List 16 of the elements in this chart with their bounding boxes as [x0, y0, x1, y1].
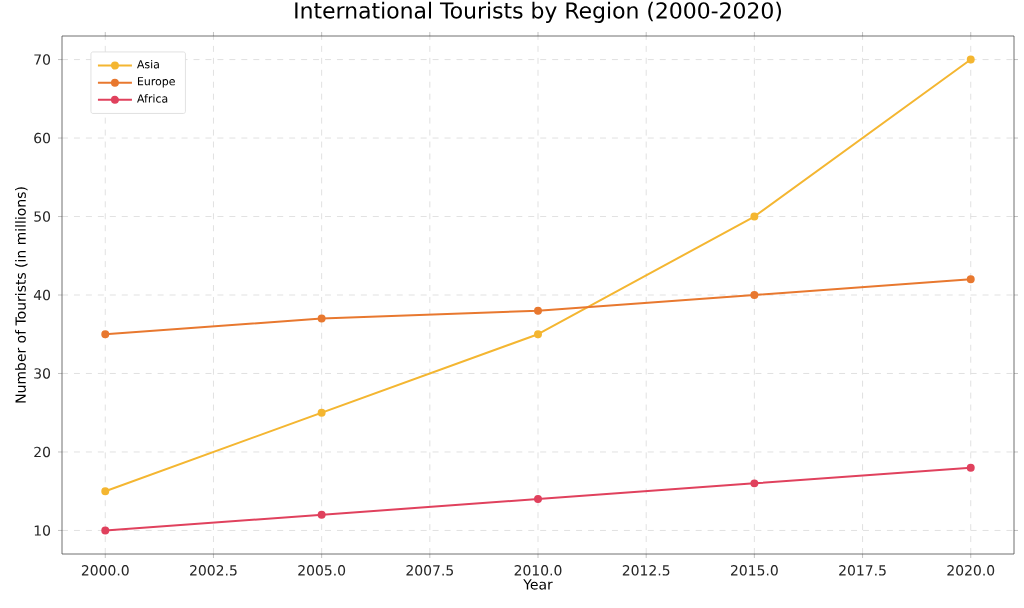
- point: [317, 314, 326, 323]
- point: [534, 306, 542, 315]
- point: [966, 55, 975, 64]
- chart-title: International Tourists by Region (2000-2020): [295, 1, 781, 23]
- point: [317, 408, 326, 417]
- point: [101, 330, 110, 339]
- point: [750, 212, 759, 221]
- point: [750, 479, 759, 488]
- point: [317, 510, 326, 519]
- point: [101, 487, 110, 496]
- point: [966, 463, 975, 472]
- point: [101, 526, 110, 535]
- point: [534, 330, 542, 339]
- point: [534, 495, 542, 504]
- point: [966, 275, 975, 284]
- point: [750, 291, 759, 299]
